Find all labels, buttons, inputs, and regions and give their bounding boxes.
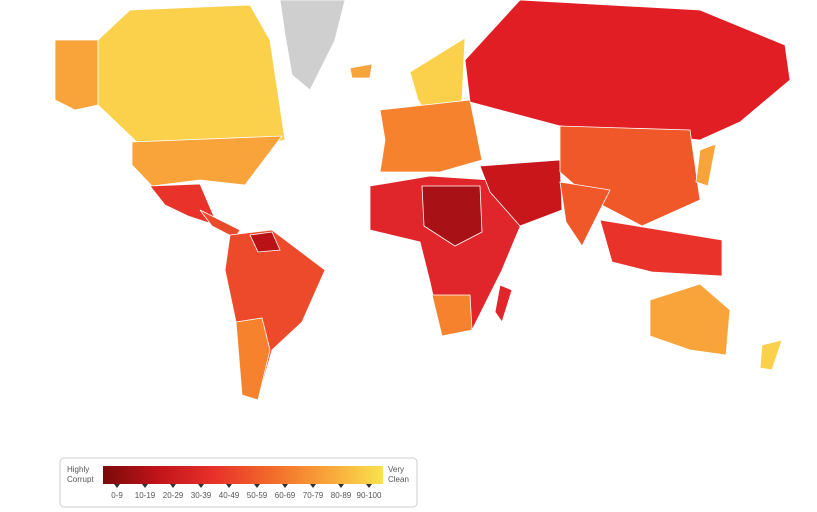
chile-argentina: [235, 317, 271, 401]
greenland: [279, 0, 346, 91]
range-label: 20-29: [163, 491, 184, 500]
venezuela: [249, 231, 281, 253]
europe: [379, 99, 483, 173]
low-label: Corrupt: [67, 475, 94, 484]
southeast-asia: [599, 219, 723, 277]
high-label: Very: [388, 465, 404, 474]
world-map: [54, 0, 791, 401]
range-marker: [170, 484, 176, 488]
central-america: [199, 209, 241, 239]
range-marker: [366, 484, 372, 488]
range-marker: [198, 484, 204, 488]
new-zealand: [759, 339, 783, 371]
range-label: 50-59: [247, 491, 268, 500]
range-marker: [282, 484, 288, 488]
legend-ranges: 0-9 10-19 20-29 30-39 40-49 50-59 60-69 70-79 80…: [111, 484, 382, 500]
range-marker: [142, 484, 148, 488]
range-marker: [310, 484, 316, 488]
sahel: [421, 185, 483, 247]
range-label: 30-39: [191, 491, 212, 500]
japan: [695, 143, 717, 187]
australia: [649, 283, 731, 356]
range-label: 80-89: [331, 491, 352, 500]
range-marker: [114, 484, 120, 488]
russia: [464, 0, 791, 141]
range-label: 90-100: [357, 491, 382, 500]
legend: Highly Corrupt Very Clean 0-9 10-19 20-29 3…: [59, 457, 418, 508]
low-label: Highly: [67, 465, 89, 474]
canada: [97, 4, 286, 151]
high-label: Clean: [388, 475, 409, 484]
range-marker: [338, 484, 344, 488]
range-label: 40-49: [219, 491, 240, 500]
range-label: 70-79: [303, 491, 324, 500]
range-marker: [254, 484, 260, 488]
alaska: [54, 39, 99, 111]
usa: [131, 135, 283, 187]
range-label: 60-69: [275, 491, 296, 500]
legend-gradient: [103, 466, 383, 484]
range-label: 10-19: [135, 491, 156, 500]
mexico: [149, 183, 219, 227]
iceland: [349, 63, 373, 79]
india: [559, 181, 611, 247]
southern-africa: [431, 294, 473, 337]
range-marker: [226, 484, 232, 488]
madagascar: [494, 284, 513, 323]
middle-east: [479, 159, 563, 227]
range-label: 0-9: [111, 491, 123, 500]
